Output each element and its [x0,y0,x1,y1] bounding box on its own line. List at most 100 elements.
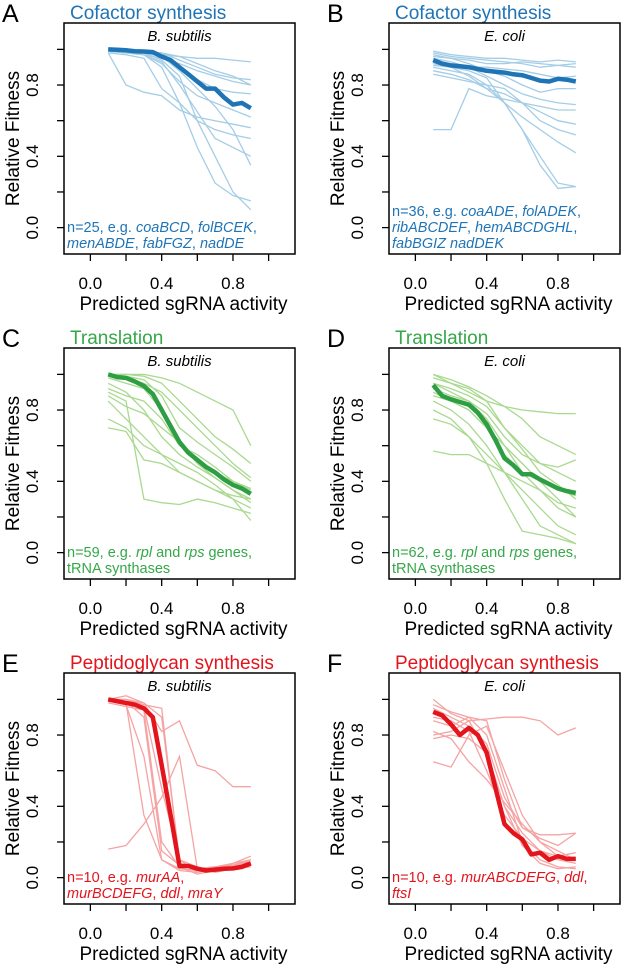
gene-annotation: n=59, e.g. rpl and rps genes, [67,545,252,561]
gene-line [108,50,252,118]
gene-annotation: n=10, e.g. murAA, [67,870,184,886]
chart-f: F Peptidoglycan synthesis E. coli n=10, e.g… [327,650,621,965]
annotation-segment: genes, [529,545,577,561]
gene-line [108,700,251,872]
gene-annotation: murBCDEFG, ddl, mraY [67,886,224,902]
annotation-segment: , [467,220,475,236]
median-line [432,709,576,863]
gene-line [108,52,251,140]
annotation-segment: and [152,545,184,561]
annotation-segment: rpl [136,545,153,561]
panel-title: Translation [70,328,163,349]
gene-annotation: n=10, e.g. murABCDEFG, ddl, [392,870,587,886]
annotation-segment: ddl [160,886,180,902]
annotation-segment: folADEK [522,204,578,220]
panel-letter: E [2,650,19,678]
annotation-segment: genes, [204,545,252,561]
x-axis-label: Predicted sgRNA activity [79,619,288,640]
annotation-segment: , [573,220,577,236]
annotation-segment: tRNA synthases [392,561,495,577]
gene-line [108,698,251,788]
gene-line [432,704,576,870]
panel-title: Peptidoglycan synthesis [395,653,599,674]
annotation-segment: n=59, e.g. [67,545,136,561]
gene-line [433,418,577,536]
panel-title: Cofactor synthesis [395,3,551,24]
y-tick-label: 0.0 [23,541,42,565]
y-tick-label: 0.0 [348,541,367,565]
gene-line [108,427,251,500]
plot-frame [63,22,296,255]
gene-line [108,373,252,465]
gene-line [108,48,252,211]
gene-line [433,55,576,67]
x-tick-label: 0.4 [475,924,499,943]
x-axis-label: Predicted sgRNA activity [79,944,288,965]
gene-annotation: n=62, e.g. rpl and rps genes, [392,545,577,561]
median-line [108,47,252,111]
annotation-segment: nadDE [200,236,245,252]
gene-line [432,730,576,861]
panel-letter: F [327,650,342,678]
median-line [107,697,252,873]
annotation-segment: folBCEK [198,220,254,236]
annotation-segment: ddl [564,870,584,886]
organism-label: E. coli [484,353,526,370]
annotation-segment: n=36, e.g. [392,204,461,220]
x-tick-label: 0.4 [150,274,174,293]
gene-annotation: n=36, e.g. coaADE, folADEK, [392,204,581,220]
plot-frame [63,672,296,905]
chart-b: B Cofactor synthesis E. coli n=36, e.g. coa… [327,0,621,315]
x-tick-label: 0.4 [150,599,174,618]
gene-line [433,73,576,125]
x-tick-label: 0.4 [475,599,499,618]
y-tick-label: 0.0 [348,216,367,240]
gene-annotation: ribABCDEF, hemABCDGHL, [392,220,577,236]
gene-line [107,391,251,515]
gene-line [433,725,577,861]
plot-frame [388,672,621,905]
annotation-segment: hemABCDGHL [475,220,573,236]
x-tick-label: 0.8 [546,924,570,943]
annotation-segment: n=10, e.g. [67,870,136,886]
panel-title: Peptidoglycan synthesis [70,653,274,674]
annotation-segment: , [180,870,184,886]
organism-label: B. subtilis [147,678,212,695]
annotation-segment: , [577,204,581,220]
annotation-segment: , [556,870,564,886]
y-tick-label: 0.4 [23,470,42,494]
annotation-segment: rpl [461,545,478,561]
annotation-segment: , [253,220,257,236]
annotation-segment: , [514,204,522,220]
y-tick-label: 0.8 [348,398,367,422]
chart-e: E Peptidoglycan synthesis B. subtilis n=10,… [2,650,296,965]
annotation-segment: fabFGZ [143,236,193,252]
panel-title: Translation [395,328,488,349]
median-line [432,58,577,84]
plot-frame [388,347,621,580]
gene-line [432,387,577,468]
x-tick-label: 0.8 [221,924,245,943]
gene-annotation: tRNA synthases [67,561,170,577]
organism-label: B. subtilis [147,353,212,370]
x-tick-label: 0.8 [546,599,570,618]
annotation-segment: , [583,870,587,886]
panel-letter: A [2,0,19,28]
gene-line [433,382,577,500]
x-tick-label: 0.4 [475,274,499,293]
y-tick-label: 0.4 [23,795,42,819]
gene-annotation: fabBGIZ nadDEK [392,236,505,252]
gene-line [108,373,252,479]
x-axis-label: Predicted sgRNA activity [404,944,613,965]
median-line [107,372,252,496]
y-axis-label: Relative Fitness [3,396,24,531]
annotation-segment: coaBCD [136,220,190,236]
x-tick-label: 0.0 [79,599,103,618]
annotation-segment: ribABCDEF [392,220,468,236]
x-axis-label: Predicted sgRNA activity [79,294,288,315]
y-tick-label: 0.4 [348,795,367,819]
y-axis-label: Relative Fitness [328,396,349,531]
gene-annotation: ftsI [392,886,411,902]
annotation-segment: , [190,220,198,236]
panel-e: E Peptidoglycan synthesis B. subtilis n=10,… [0,650,312,975]
